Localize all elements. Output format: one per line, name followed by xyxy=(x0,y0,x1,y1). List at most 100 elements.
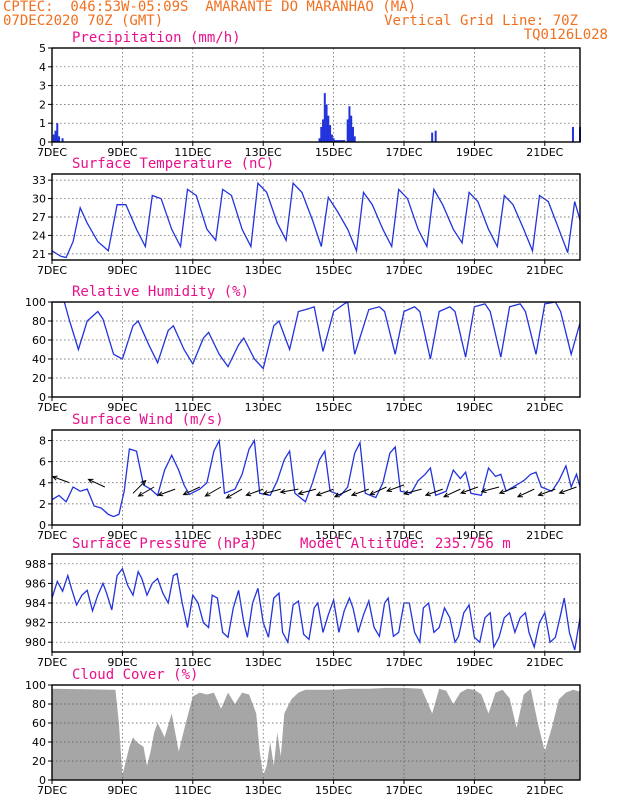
x-tick-label: 7DEC xyxy=(37,529,67,542)
panel-5: 0 20 40 60 80 100 7DEC 9DEC 11DEC 13DEC 15DEC 17DEC… xyxy=(25,667,581,797)
precip-bar xyxy=(318,138,321,142)
wind-arrow xyxy=(498,486,517,495)
x-tick-label: 19DEC xyxy=(456,401,493,414)
x-tick-label: 21DEC xyxy=(526,401,563,414)
panel-frame xyxy=(51,429,581,526)
wind-arrow xyxy=(204,486,222,497)
precip-bar xyxy=(52,134,55,142)
x-tick-label: 11DEC xyxy=(174,784,211,797)
x-tick-label: 7DEC xyxy=(37,656,67,669)
precip-bar xyxy=(350,115,353,142)
wind-arrow xyxy=(537,488,556,497)
y-tick-label: 60 xyxy=(32,717,46,730)
header-line1: CPTEC: 046:53W-05:09S AMARANTE DO MARANH… xyxy=(3,0,417,15)
x-tick-label: 7DEC xyxy=(37,146,67,159)
x-tick-label: 17DEC xyxy=(385,784,422,797)
y-tick-label: 80 xyxy=(32,698,46,711)
wind-arrow xyxy=(333,488,352,498)
header-model-code: TQ0126L028 xyxy=(523,27,608,43)
wind-arrow xyxy=(403,488,422,496)
y-tick-label: 27 xyxy=(32,211,46,224)
wind-arrow xyxy=(480,486,500,494)
x-tick-label: 9DEC xyxy=(107,146,137,159)
precip-bar xyxy=(351,126,354,142)
y-tick-label: 988 xyxy=(25,558,46,571)
wind-arrow xyxy=(262,488,281,496)
x-tick-label: 21DEC xyxy=(526,656,563,669)
precip-bar xyxy=(330,134,333,142)
precip-bar xyxy=(54,130,57,142)
panel-0: 0 1 2 3 4 5 7DEC 9DEC 11DEC 13DEC 15DEC 17DEC 19DEC 2… xyxy=(37,30,581,159)
panel-title: Cloud Cover (%) xyxy=(72,667,198,683)
panel-title: Surface Temperature (nC) xyxy=(72,156,274,172)
x-tick-label: 15DEC xyxy=(315,401,352,414)
y-tick-label: 60 xyxy=(32,334,46,347)
precip-bar xyxy=(323,93,326,142)
x-tick-label: 13DEC xyxy=(245,401,282,414)
x-tick-label: 13DEC xyxy=(245,264,282,277)
y-tick-label: 4 xyxy=(39,61,46,74)
wind-arrow xyxy=(51,475,70,484)
series-line xyxy=(52,302,580,370)
x-tick-label: 15DEC xyxy=(315,656,352,669)
panel-title: Relative Humidity (%) xyxy=(72,284,249,300)
wind-arrow xyxy=(558,486,577,495)
x-tick-label: 11DEC xyxy=(174,146,211,159)
y-tick-label: 2 xyxy=(39,98,46,111)
precip-bar xyxy=(334,140,337,142)
x-tick-label: 9DEC xyxy=(107,529,137,542)
y-tick-label: 33 xyxy=(32,174,46,187)
y-tick-label: 980 xyxy=(25,636,46,649)
wind-arrow xyxy=(459,486,479,495)
panel-2: 0 20 40 60 80 100 7DEC 9DEC 11DEC 13DEC 15DEC 17DEC… xyxy=(25,284,581,414)
panel-4: 980 982 984 986 988 7DEC 9DEC 11DEC 13DEC 15DEC 17… xyxy=(25,536,581,669)
y-tick-label: 100 xyxy=(25,296,46,309)
x-tick-label: 7DEC xyxy=(37,401,67,414)
precip-bar xyxy=(346,119,349,142)
y-tick-label: 80 xyxy=(32,315,46,328)
precip-bar xyxy=(322,119,325,142)
y-tick-label: 6 xyxy=(39,456,46,469)
panel-frame xyxy=(51,301,581,398)
x-tick-label: 19DEC xyxy=(456,784,493,797)
y-tick-label: 4 xyxy=(39,477,46,490)
precip-bar xyxy=(329,125,332,142)
x-tick-label: 11DEC xyxy=(174,401,211,414)
x-tick-label: 11DEC xyxy=(174,529,211,542)
x-tick-label: 7DEC xyxy=(37,784,67,797)
wind-arrow xyxy=(386,484,405,493)
header-grid-line: Vertical Grid Line: 70Z xyxy=(384,13,578,29)
wind-arrow xyxy=(137,486,155,497)
precip-bar xyxy=(353,136,356,142)
x-tick-label: 13DEC xyxy=(245,529,282,542)
wind-arrow xyxy=(245,488,264,497)
wind-arrow xyxy=(225,488,243,499)
panel-1: 21 24 27 30 33 7DEC 9DEC 11DEC 13DEC 15DEC 17DEC 19… xyxy=(32,156,581,277)
x-tick-label: 13DEC xyxy=(245,146,282,159)
x-tick-label: 7DEC xyxy=(37,264,67,277)
x-tick-label: 17DEC xyxy=(385,529,422,542)
y-tick-label: 20 xyxy=(32,755,46,768)
panel-frame xyxy=(51,47,581,143)
wind-arrow xyxy=(350,488,369,497)
panel-title: Surface Pressure (hPa) xyxy=(72,536,257,552)
wind-arrow xyxy=(132,479,147,494)
precip-bar xyxy=(348,106,351,142)
x-tick-label: 21DEC xyxy=(526,784,563,797)
y-tick-label: 8 xyxy=(39,435,46,448)
x-tick-label: 9DEC xyxy=(107,656,137,669)
precip-bar xyxy=(337,140,340,142)
y-tick-label: 2 xyxy=(39,498,46,511)
wind-arrow xyxy=(279,488,299,495)
x-tick-label: 9DEC xyxy=(107,401,137,414)
panel-3: 0 2 4 6 8 7DEC 9DEC 11DEC 13DEC 15DEC 17DEC 19DEC 21… xyxy=(37,412,581,542)
x-tick-label: 21DEC xyxy=(526,264,563,277)
precip-bar xyxy=(336,140,339,142)
precip-bar xyxy=(339,140,342,142)
x-tick-label: 17DEC xyxy=(385,264,422,277)
panel-title: Surface Wind (m/s) xyxy=(72,412,224,428)
wind-arrow xyxy=(297,488,317,496)
precip-bar xyxy=(327,115,330,142)
precip-bar xyxy=(434,130,437,142)
